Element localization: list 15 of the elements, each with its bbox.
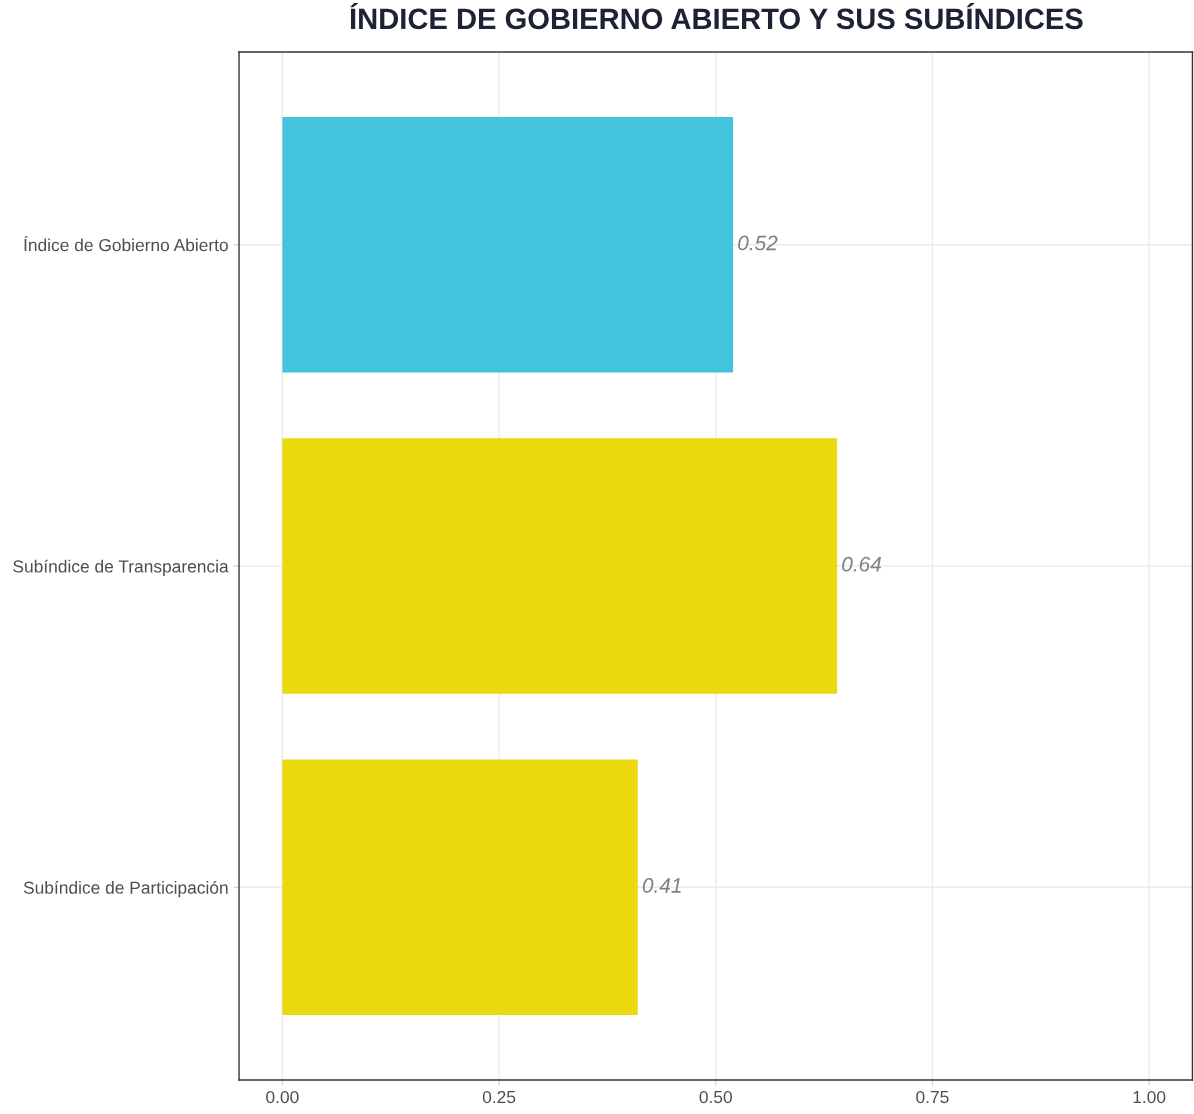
y-tick-label: Subíndice de Transparencia (13, 559, 229, 577)
x-tick-label: 0.25 (482, 1090, 516, 1104)
bar (282, 117, 734, 373)
x-tick-label: 0.00 (266, 1090, 299, 1104)
y-tick-label: Subíndice de Participación (23, 880, 228, 898)
data-label: 0.52 (738, 235, 778, 251)
bar (282, 438, 838, 694)
x-tick-label: 0.75 (916, 1090, 949, 1104)
y-tick-label: Índice de Gobierno Abierto (24, 236, 228, 252)
x-tick-label: 0.50 (699, 1090, 732, 1104)
chart-title: ÍNDICE DE GOBIERNO ABIERTO Y SUS SUBÍNDICES (350, 3, 1083, 30)
x-tick-label: 1.00 (1133, 1090, 1166, 1104)
data-label: 0.64 (842, 556, 882, 572)
bar (282, 759, 638, 1015)
data-label: 0.41 (642, 878, 681, 893)
